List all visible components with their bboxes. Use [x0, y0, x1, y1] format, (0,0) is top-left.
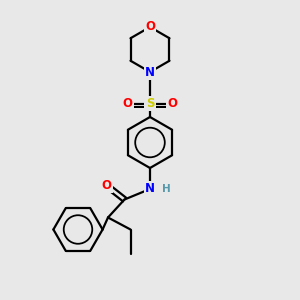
Text: O: O — [101, 179, 112, 192]
Text: N: N — [145, 65, 155, 79]
Text: H: H — [162, 184, 171, 194]
Text: O: O — [167, 97, 178, 110]
Text: O: O — [122, 97, 133, 110]
Text: S: S — [146, 97, 154, 110]
Text: N: N — [145, 182, 155, 196]
Text: O: O — [145, 20, 155, 34]
